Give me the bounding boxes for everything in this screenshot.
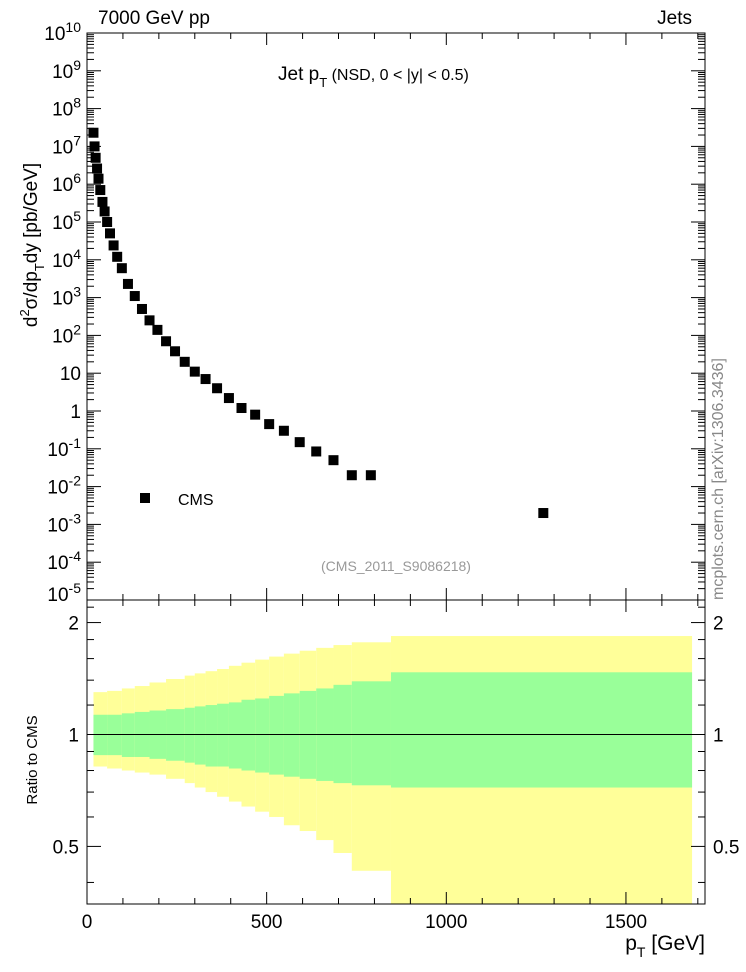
x-axis-label: pT [GeV] <box>625 932 705 960</box>
y-tick-label: 102 <box>52 321 81 347</box>
ratio-y-tick-label-right: 1 <box>713 725 724 746</box>
ratio-inner-band <box>390 672 693 788</box>
data-point <box>294 437 305 448</box>
data-point <box>212 383 223 394</box>
data-point <box>346 470 357 481</box>
x-tick-label: 1500 <box>605 912 647 933</box>
data-point <box>328 455 339 466</box>
header-left: 7000 GeV pp <box>98 8 210 29</box>
legend-marker <box>140 493 150 503</box>
data-point <box>236 403 247 414</box>
y-tick-label: 10-3 <box>47 510 81 536</box>
data-point <box>170 346 181 357</box>
y-tick-label: 104 <box>52 246 81 272</box>
ratio-inner-band <box>333 684 352 784</box>
data-point <box>250 409 261 420</box>
data-point <box>200 374 211 385</box>
data-point <box>93 173 104 184</box>
y-tick-label: 105 <box>52 208 81 234</box>
data-point <box>95 185 106 196</box>
x-tick-label: 1000 <box>425 912 467 933</box>
data-point <box>365 470 376 481</box>
data-point <box>122 278 133 289</box>
y-tick-label: 1 <box>70 402 81 423</box>
y-tick-label: 10 <box>60 364 81 385</box>
data-point <box>112 251 123 262</box>
header-right: Jets <box>657 8 692 29</box>
y-tick-label: 106 <box>52 170 81 196</box>
x-tick-label: 0 <box>82 912 93 933</box>
ratio-inner-band <box>283 693 300 777</box>
ratio-inner-band <box>241 699 256 771</box>
ratio-y-tick-label: 0.5 <box>53 837 79 858</box>
data-point <box>136 303 147 314</box>
data-point <box>102 217 113 227</box>
data-point <box>152 324 163 335</box>
data-point <box>104 228 115 239</box>
data-point <box>116 263 127 274</box>
ratio-inner-band <box>255 698 270 773</box>
ratio-y-tick-label-right: 0.5 <box>713 837 739 858</box>
y-tick-label: 10-1 <box>47 435 81 461</box>
y-tick-label: 107 <box>52 132 81 158</box>
y-tick-label: 10-5 <box>47 580 81 606</box>
data-point <box>90 152 101 163</box>
ratio-inner-band <box>269 695 284 775</box>
ratio-inner-band <box>121 713 135 757</box>
y-tick-label: 10-2 <box>47 473 81 499</box>
chart-title: Jet pT (NSD, 0 < |y| < 0.5) <box>278 64 469 90</box>
analysis-annotation: (CMS_2011_S9086218) <box>321 558 471 574</box>
data-point <box>108 240 119 251</box>
ratio-y-tick-label: 1 <box>68 725 79 746</box>
data-point <box>99 206 110 217</box>
data-point <box>88 127 99 138</box>
side-label: mcplots.cern.ch [arXiv:1306.3436] <box>710 358 727 600</box>
ratio-inner-band <box>351 681 391 786</box>
data-point <box>129 291 140 302</box>
ratio-y-tick-label-right: 2 <box>713 614 724 635</box>
ratio-inner-band <box>184 707 195 763</box>
data-point <box>89 141 100 152</box>
data-point <box>264 419 275 430</box>
data-point <box>189 366 200 377</box>
data-point <box>538 508 549 519</box>
data-point <box>144 315 155 326</box>
ratio-y-axis-label: Ratio to CMS <box>24 715 41 804</box>
ratio-y-tick-label: 2 <box>68 614 79 635</box>
data-point <box>311 446 322 457</box>
legend-label: CMS <box>178 492 214 509</box>
y-tick-label: 109 <box>52 57 81 83</box>
data-point <box>92 163 103 174</box>
y-axis-label: d2σ/dpTdy [pb/GeV] <box>17 163 47 327</box>
y-tick-label: 108 <box>52 95 81 121</box>
ratio-inner-band <box>217 703 229 767</box>
y-tick-label: 1010 <box>44 19 81 45</box>
data-point <box>278 425 289 436</box>
ratio-inner-band <box>205 705 218 767</box>
data-point <box>179 356 190 367</box>
y-tick-label: 10-4 <box>47 548 81 574</box>
y-tick-label: 103 <box>52 284 81 310</box>
main-plot-frame <box>86 32 706 601</box>
x-tick-label: 500 <box>251 912 283 933</box>
data-point <box>161 336 172 347</box>
ratio-inner-band <box>228 702 242 769</box>
data-point <box>223 393 234 404</box>
ratio-inner-band <box>194 706 206 765</box>
data-point <box>97 196 108 207</box>
